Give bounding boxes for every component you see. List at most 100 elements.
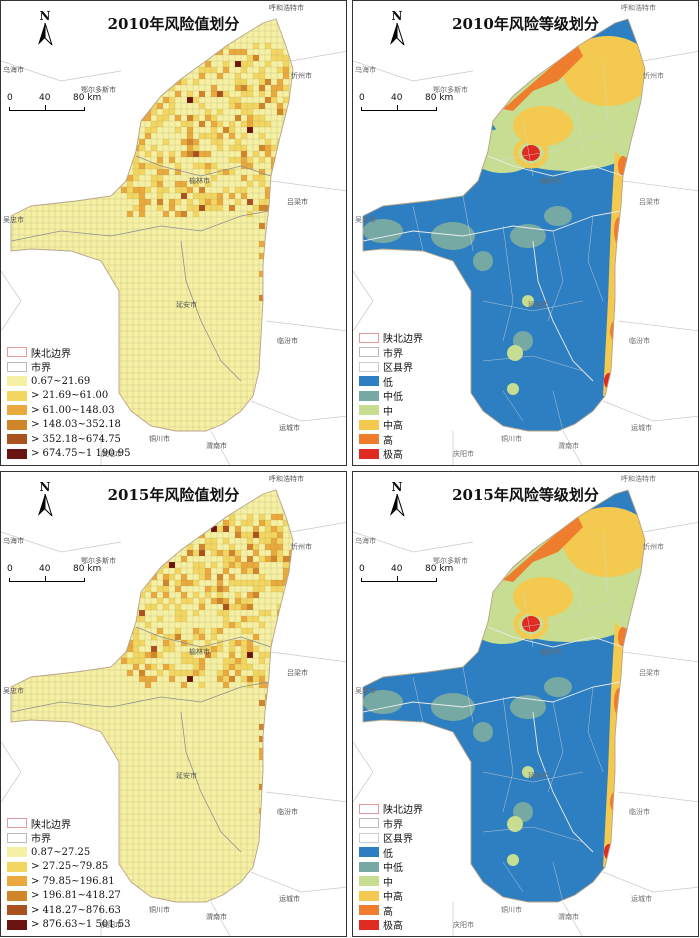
grid-cell [253,616,259,622]
place-yuncheng: 运城市 [279,895,300,903]
grid-cell [199,121,205,127]
grid-cell [247,652,253,658]
county-boundary [492,601,614,633]
grid-cell [163,574,169,580]
grid-cell [265,856,271,862]
grid-cell [139,109,145,115]
grid-cell [163,520,169,526]
grid-cell [127,604,133,610]
grid-cell [187,115,193,121]
grid-cell [247,157,253,163]
grid-cell [139,556,145,562]
grid-cell [211,49,217,55]
legend-item: 高 [359,903,423,918]
legend-label: 极高 [383,921,403,933]
grid-cell [247,664,253,670]
grid-cell [247,127,253,133]
grid-cell [241,157,247,163]
grid-cell [151,109,157,115]
legend-item: 市界 [359,816,423,831]
grid-cell [187,199,193,205]
county-boundary [502,225,514,342]
grid-cell [157,61,163,67]
neighbor-boundary [602,400,698,422]
grid-cell [247,199,253,205]
map-panel-2010-level: 2010年风险等级划分 N 0 40 80 km 呼和浩特市 乌海市 鄂尔多斯市 忻州市 榆林市吕… [352,0,699,466]
grid-cell [187,55,193,61]
north-label: N [39,9,51,23]
risk-zone [363,690,403,714]
grid-cell [265,307,271,313]
grid-cell [193,562,199,568]
grid-cell [205,205,211,211]
grid-cell [217,670,223,676]
grid-cell [271,175,277,181]
risk-zone [544,677,572,697]
grid-cell [259,610,265,616]
county-boundary [482,355,584,372]
grid-cell [211,163,217,169]
grid-cell [133,169,139,175]
grid-cell [139,556,145,562]
grid-cell [193,658,199,664]
grid-cell [259,838,265,844]
grid-cell [271,145,277,151]
map-canvas [1,489,346,936]
grid-cell [205,586,211,592]
legend-item: 中 [359,874,423,889]
grid-cell [199,55,205,61]
grid-cell [127,544,133,550]
place-linfen: 临汾市 [277,808,298,816]
grid-cell [277,550,283,556]
grid-cell [199,67,205,73]
grid-cell [127,544,133,550]
grid-cell [211,205,217,211]
grid-cell [127,646,133,652]
legend-swatch [359,419,379,430]
grid-cell [271,658,277,664]
north-arrow-icon: N [387,480,407,520]
grid-cell [157,175,163,181]
grid-cell [235,199,241,205]
place-lvliang: 吕梁市 [639,669,660,677]
grid-cell [247,616,253,622]
grid-cell [259,73,265,79]
grid-cell [253,550,259,556]
grid-cell [259,133,265,139]
legend-swatch [7,434,27,445]
grid-cell [127,550,133,556]
grid-cell [241,676,247,682]
grid-cell [247,103,253,109]
grid-cell [235,73,241,79]
grid-cell [133,187,139,193]
grid-cell [259,868,265,874]
legend-item: > 196.81~418.27 [7,889,130,904]
grid-cell [259,514,265,520]
grid-cell [163,580,169,586]
risk-zone [507,816,523,832]
legend-label: 陕北边界 [31,348,71,360]
grid-cell [199,682,205,688]
risk-zone [603,622,625,867]
grid-cell [217,610,223,616]
grid-cell [175,91,181,97]
risk-zone [503,517,583,582]
grid-cell [175,532,181,538]
grid-cell [235,670,241,676]
grid-cell [271,526,277,532]
grid-cell [175,187,181,193]
grid-cell [145,85,151,91]
grid-cell [211,514,217,520]
legend-item: > 21.69~61.00 [7,389,130,404]
grid-cell [157,628,163,634]
grid-cell [157,187,163,193]
place-xinzhou: 忻州市 [643,543,664,551]
grid-cell [247,181,253,187]
grid-cell [187,61,193,67]
grid-cell [235,49,241,55]
grid-cell [199,670,205,676]
grid-cell [289,574,293,580]
grid-cell [157,670,163,676]
legend-label: 低 [383,848,393,860]
grid-cell [247,592,253,598]
